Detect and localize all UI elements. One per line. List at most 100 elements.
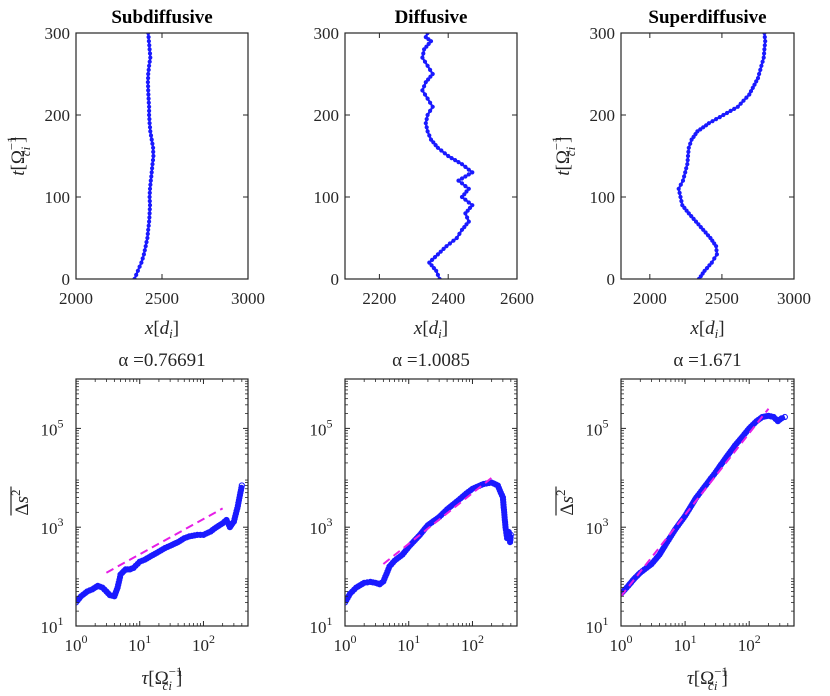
y-tick-label: 103 bbox=[310, 515, 333, 538]
data-point bbox=[423, 80, 428, 85]
data-point bbox=[758, 67, 763, 73]
data-point bbox=[457, 231, 462, 236]
data-point bbox=[146, 76, 151, 81]
data-point bbox=[151, 149, 156, 154]
series-trajectory bbox=[676, 33, 768, 279]
data-point bbox=[124, 566, 131, 573]
data-point bbox=[146, 88, 151, 93]
data-point bbox=[146, 223, 151, 228]
data-point bbox=[689, 214, 694, 219]
data-point bbox=[704, 266, 710, 271]
fit-line bbox=[105, 507, 224, 574]
data-point bbox=[712, 241, 717, 246]
data-point bbox=[428, 137, 434, 142]
data-point bbox=[700, 271, 705, 276]
data-point bbox=[147, 43, 152, 48]
data-point bbox=[146, 71, 151, 77]
x-tick-label: 101 bbox=[128, 632, 151, 655]
data-point bbox=[147, 125, 153, 130]
data-point bbox=[635, 571, 642, 578]
data-point bbox=[150, 162, 155, 167]
data-point bbox=[691, 216, 696, 221]
data-point bbox=[751, 419, 758, 427]
data-point bbox=[708, 235, 713, 241]
data-point bbox=[141, 252, 146, 257]
data-point bbox=[145, 231, 150, 236]
data-point bbox=[688, 141, 693, 146]
data-point bbox=[454, 235, 459, 241]
y-axis-label: Δs2 bbox=[553, 486, 578, 516]
x-tick-label: 100 bbox=[65, 632, 88, 655]
y-axis-label-text: t[Ω−1ci] bbox=[549, 136, 578, 176]
panel-p2 bbox=[344, 32, 518, 280]
panel-p3 bbox=[620, 32, 795, 280]
data-point bbox=[146, 92, 151, 97]
x-axis-label: x[di] bbox=[689, 318, 724, 341]
x-tick-label: 2000 bbox=[633, 289, 667, 308]
y-tick-label: 300 bbox=[45, 24, 71, 43]
data-point bbox=[731, 442, 739, 449]
series-data bbox=[345, 479, 514, 606]
fit-line bbox=[621, 408, 770, 597]
x-tick-label: 2500 bbox=[145, 289, 179, 308]
data-point bbox=[507, 531, 514, 538]
data-point bbox=[634, 572, 641, 579]
data-point bbox=[149, 174, 154, 179]
data-point bbox=[428, 74, 433, 79]
x-tick-label: 101 bbox=[674, 632, 697, 655]
data-point bbox=[147, 104, 152, 109]
data-point bbox=[142, 248, 147, 253]
data-point bbox=[442, 151, 447, 156]
data-point bbox=[430, 257, 435, 262]
data-point bbox=[444, 244, 449, 249]
y-tick-label: 300 bbox=[314, 24, 340, 43]
data-point bbox=[464, 189, 469, 194]
data-point bbox=[197, 531, 204, 539]
data-point bbox=[425, 63, 430, 68]
data-point bbox=[714, 117, 719, 122]
data-point bbox=[678, 182, 683, 187]
data-point bbox=[761, 55, 766, 60]
data-point bbox=[147, 211, 152, 216]
data-point bbox=[134, 272, 139, 277]
data-point bbox=[466, 167, 471, 172]
y-tick-label: 105 bbox=[310, 416, 333, 439]
data-point bbox=[733, 440, 740, 447]
data-point bbox=[135, 268, 140, 273]
data-point bbox=[632, 574, 639, 581]
data-point bbox=[145, 80, 150, 85]
y-tick-label: 300 bbox=[590, 24, 616, 43]
data-point bbox=[684, 208, 689, 213]
y-tick-label: 101 bbox=[310, 614, 333, 637]
y-axis-label: t[Ω−1ci] bbox=[549, 136, 578, 176]
data-point bbox=[682, 174, 687, 179]
data-point bbox=[149, 170, 154, 175]
x-tick-label: 2400 bbox=[431, 289, 465, 308]
data-point bbox=[698, 274, 703, 279]
data-point bbox=[145, 235, 150, 241]
data-point bbox=[465, 215, 470, 220]
x-axis-label-text: τ[Ω−1 ci] bbox=[141, 664, 182, 693]
data-point bbox=[689, 137, 694, 142]
data-point bbox=[680, 178, 686, 183]
data-point bbox=[714, 244, 719, 249]
fit-line bbox=[382, 474, 495, 565]
data-point bbox=[744, 95, 749, 100]
data-point bbox=[650, 559, 657, 566]
data-point bbox=[439, 148, 444, 153]
data-point bbox=[423, 35, 428, 40]
data-point bbox=[705, 233, 711, 238]
data-point bbox=[752, 82, 757, 87]
data-point bbox=[438, 249, 443, 254]
y-tick-label: 101 bbox=[586, 614, 609, 637]
y-tick-label: 103 bbox=[41, 515, 64, 538]
x-tick-label: 2000 bbox=[59, 289, 93, 308]
data-point bbox=[431, 266, 436, 271]
data-point bbox=[425, 112, 430, 118]
y-tick-label: 200 bbox=[45, 106, 71, 125]
axes-box bbox=[620, 32, 795, 280]
data-point bbox=[696, 222, 701, 227]
data-point bbox=[420, 88, 425, 93]
data-point bbox=[714, 252, 720, 257]
